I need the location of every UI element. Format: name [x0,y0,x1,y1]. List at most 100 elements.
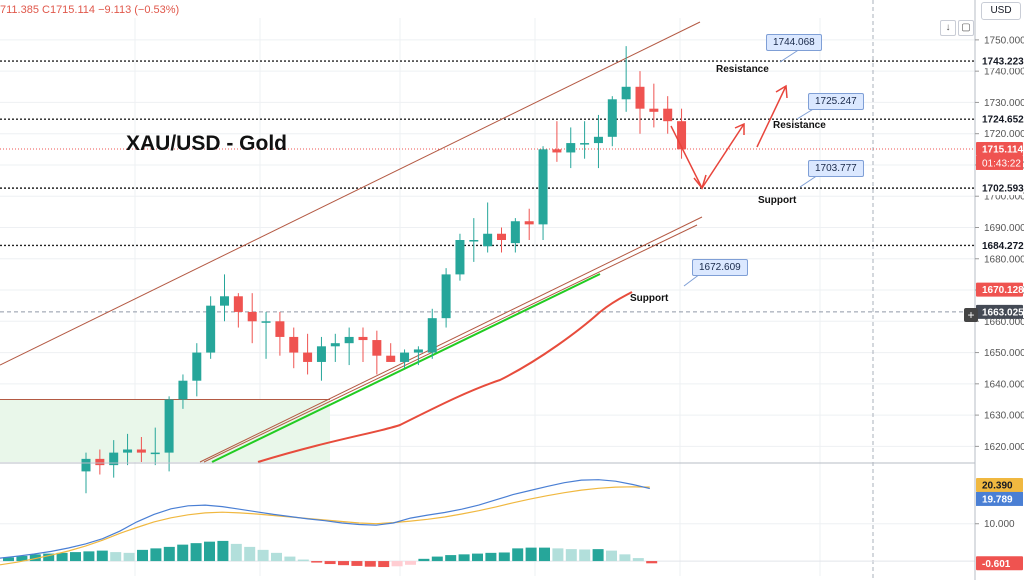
macd-hist-bar-39 [525,547,537,562]
candle-body-25 [427,318,437,353]
y-tick-label-13: 1750.000 [984,35,1024,46]
candle-14 [275,311,285,356]
candle-32 [524,208,534,240]
price-levels [0,60,975,313]
price-level-label-0-bg [976,54,1023,69]
plus-icon[interactable]: + [964,308,978,322]
candle-28 [469,218,479,262]
candle-35 [566,127,576,169]
price-level-label-3: 1684.272 [982,241,1024,252]
macd-hist-bar-18 [244,546,256,562]
candle-21 [372,330,382,375]
countdown-bg [976,155,1023,170]
macd-hist-bar-17 [230,543,242,562]
macd-hist-bar-21 [284,556,296,562]
callout-resistance-top: 1744.068 [766,34,822,51]
macd-hist-bar-43 [579,549,591,562]
candle-10 [220,274,229,322]
square-icon[interactable]: ▢ [958,20,974,36]
channel-lower-b [203,224,698,463]
y-tick-label-2: 1640.000 [984,379,1024,390]
candle-body-23 [400,352,410,362]
candle-26 [441,268,451,328]
macd-signal-line [0,486,650,566]
macd-hist-bar-35 [472,553,483,562]
candle-body-34 [552,149,562,153]
macd-hist-bar-46 [619,554,631,562]
price-level-label-2-bg [976,181,1023,196]
price-level-label-1: 1724.652 [982,115,1024,126]
candle-body-6 [164,399,174,453]
candle-18 [330,333,340,362]
macd-tick-label: 10.000 [984,519,1015,530]
current-price-label-bg [976,141,1023,156]
candle-body-29 [483,233,493,247]
macd-hist-bar-0 [3,557,14,562]
down-arrow-icon[interactable]: ↓ [940,20,956,36]
candle-body-13 [261,321,271,323]
candle-body-0 [81,458,91,472]
arrowhead-up-2 [775,84,788,99]
macd-hist-bar-42 [565,549,577,562]
callout-support-low: 1672.609 [692,259,748,276]
candle-41 [649,83,659,128]
candle-25 [427,308,437,359]
candle-body-43 [677,121,687,150]
macd-hist-bar-38 [512,548,524,562]
candle-9 [206,296,216,359]
candle-body-11 [233,296,243,312]
macd-hist-bar-7 [96,550,108,562]
support-label-2: Support [630,293,669,304]
y-tick-label-8: 1700.000 [984,192,1024,203]
candle-body-3 [123,449,133,453]
candle-20 [358,327,368,362]
price-axis: 1620.000 1630.000 1640.000 1650.000 1660.000… [974,0,1024,580]
crosshair-price-label-bg [976,304,1023,319]
countdown-label: 01:43:22 [982,158,1021,169]
current-price-label: 1715.114 [982,144,1024,155]
candle-30 [497,227,506,253]
candle-3 [123,433,133,466]
callout-support: 1703.777 [808,160,864,177]
macd-hist-bar-1 [16,555,28,562]
y-tick-label-12: 1740.000 [984,67,1024,78]
macd-hist-bar-27 [364,561,376,567]
macd-hist-bar-29 [391,561,403,567]
macd-hist-bar-48 [646,561,658,564]
candle-body-27 [455,240,465,275]
candle-body-32 [524,221,534,225]
candle-body-16 [303,352,313,362]
macd-hist-bar-45 [606,550,617,562]
macd-hist-bar-12 [163,546,175,562]
resistance-label-1: Resistance [716,64,769,75]
candle-body-35 [566,143,576,153]
macd-hist-bar-20 [271,552,282,562]
candle-40 [635,71,645,134]
macd-hist-bar-47 [632,558,644,562]
candle-body-40 [635,86,645,109]
candle-body-9 [206,305,216,353]
candle-body-41 [649,108,659,112]
macd-line-value: 19.789 [982,494,1013,505]
candle-body-15 [289,336,299,353]
macd-hist-bar-5 [70,552,81,562]
macd-hist-bar-10 [137,549,148,562]
grid [0,0,975,580]
candle-36 [580,121,590,159]
candle-17 [316,336,326,381]
candle-body-37 [593,136,603,144]
y-tick-label-6: 1680.000 [984,254,1024,265]
macd-hist-bar-34 [458,554,470,562]
candle-body-8 [192,352,202,381]
candle-body-7 [178,380,188,400]
currency-button[interactable]: USD [981,2,1021,20]
candle-body-30 [497,233,506,240]
candle-7 [178,374,188,409]
price-level-label-2: 1702.593 [982,184,1024,195]
candle-31 [510,218,520,253]
candle-body-31 [510,221,520,244]
candle-16 [303,333,313,375]
projection-path-2 [756,85,787,148]
candle-29 [483,202,493,253]
